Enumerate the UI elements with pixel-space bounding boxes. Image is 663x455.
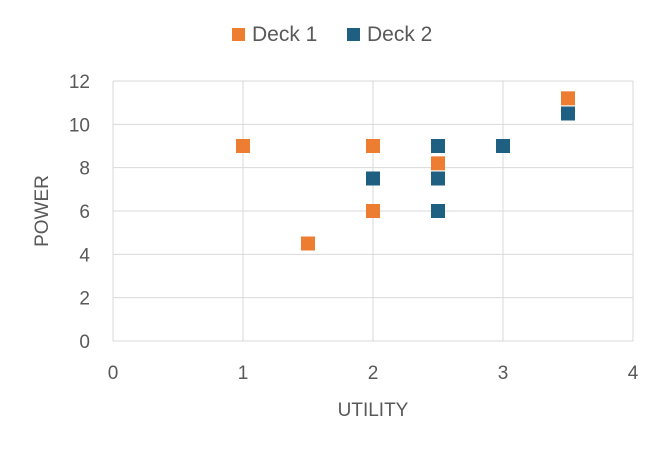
x-tick-label: 0: [108, 363, 119, 384]
y-tick-label: 2: [79, 289, 90, 310]
legend-label-series-2: Deck 2: [367, 23, 432, 46]
series-1-point: [561, 91, 575, 106]
series-1-point: [431, 156, 445, 171]
y-tick-label: 12: [69, 72, 90, 93]
series-1-point: [366, 204, 380, 218]
data-points: [236, 91, 575, 251]
y-tick-label: 6: [79, 202, 90, 223]
x-tick-label: 4: [628, 363, 639, 384]
x-tick-label: 2: [368, 363, 379, 384]
legend-marker-series-1: [232, 28, 245, 41]
series-2-point: [561, 106, 575, 121]
x-tick-label: 1: [238, 363, 249, 384]
legend-label-series-1: Deck 1: [252, 23, 317, 46]
y-axis-title: POWER: [32, 175, 53, 247]
series-2-point: [366, 171, 380, 186]
series-2-point: [431, 204, 445, 218]
series-2-point: [496, 139, 510, 153]
series-1-point: [366, 139, 380, 153]
y-tick-label: 8: [79, 159, 90, 180]
legend: Deck 1 Deck 2: [232, 23, 432, 46]
x-axis-title: UTILITY: [338, 400, 409, 421]
y-tick-label: 4: [79, 245, 90, 266]
series-1-point: [236, 139, 250, 153]
y-tick-label: 0: [79, 332, 90, 353]
series-1-point: [301, 236, 315, 251]
axis-titles: UTILITY POWER: [32, 175, 409, 421]
y-tick-label: 10: [69, 115, 90, 136]
series-2-point: [431, 171, 445, 186]
series-2-point: [431, 139, 445, 153]
x-tick-label: 3: [498, 363, 509, 384]
legend-marker-series-2: [347, 28, 360, 41]
